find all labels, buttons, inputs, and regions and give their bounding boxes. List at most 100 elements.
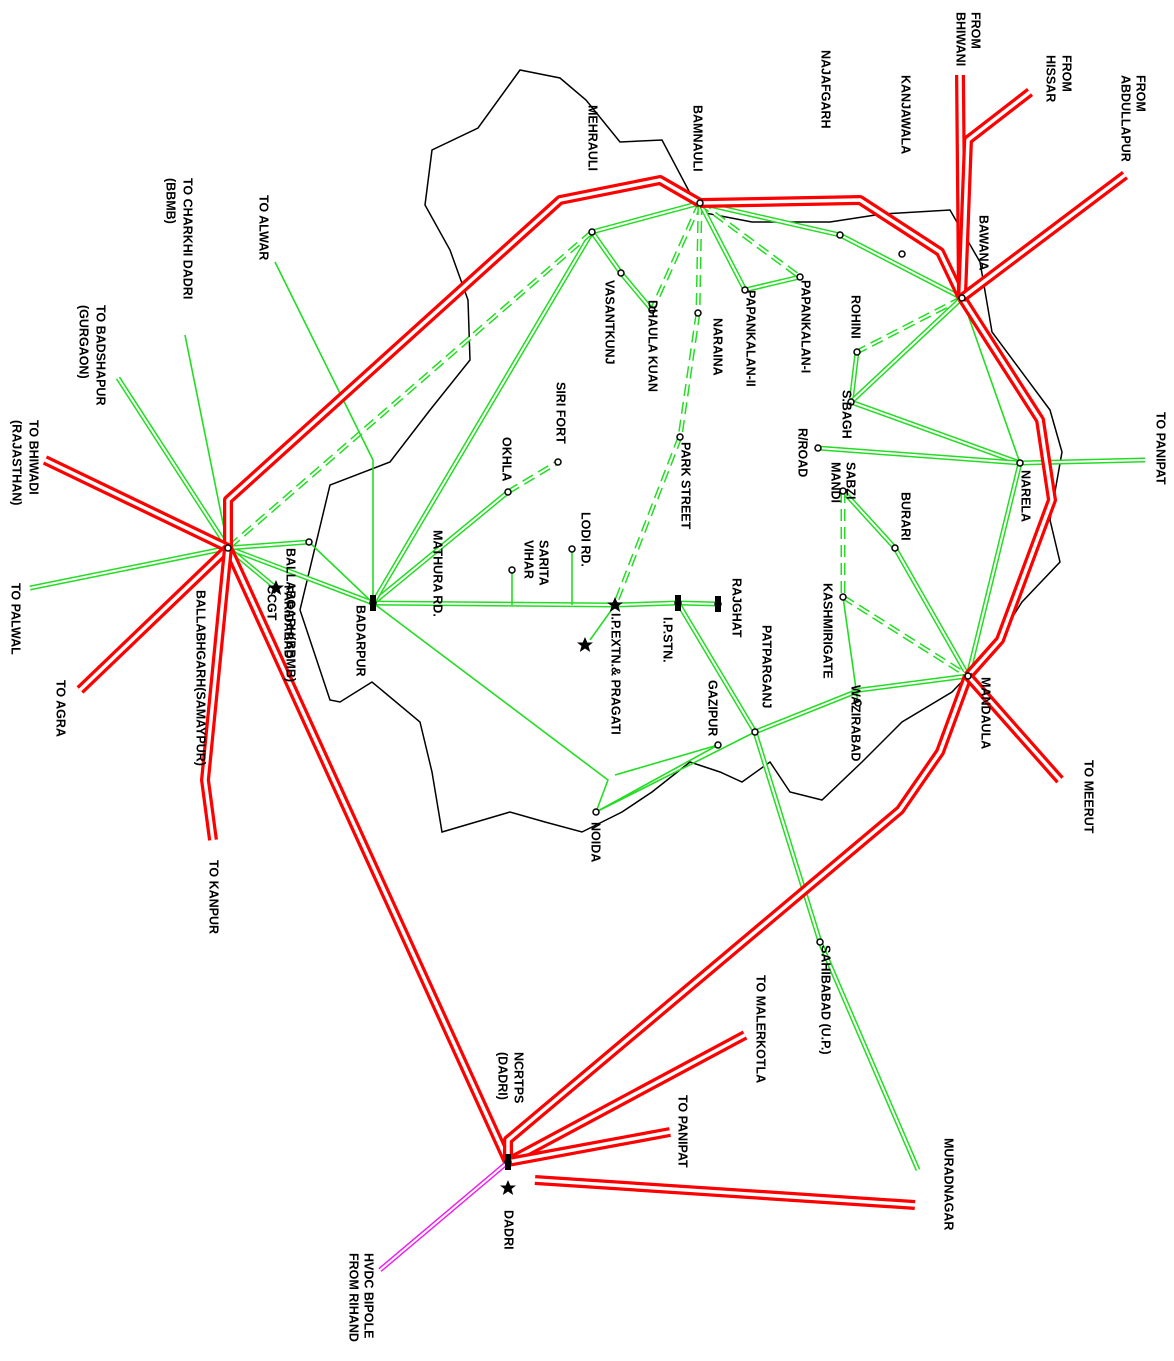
station-label: PATPARGANJ xyxy=(760,625,774,708)
substation xyxy=(892,545,898,551)
transmission-line xyxy=(508,462,558,492)
transmission-line xyxy=(680,313,698,437)
transmission-line xyxy=(820,942,918,1170)
substation xyxy=(593,809,599,815)
station-label: GAZIPUR xyxy=(706,680,720,736)
station-label: NARAINA xyxy=(711,318,725,376)
station-block xyxy=(370,595,376,611)
transmission-line xyxy=(228,180,700,548)
transmission-line xyxy=(745,277,800,290)
transmission-line xyxy=(592,203,700,232)
station-label: (GURGAON) xyxy=(77,305,91,379)
station-label: TO AGRA xyxy=(54,680,68,737)
station-label: PARK STREET xyxy=(679,442,693,530)
substation xyxy=(225,545,231,551)
station-label: MANDI xyxy=(829,462,843,503)
generating-station xyxy=(500,1180,516,1195)
station-label: KANJAWALA xyxy=(899,75,913,154)
transmission-line xyxy=(228,180,700,548)
station-label: ROHINI xyxy=(849,295,863,339)
station-label: MATHURA RD. xyxy=(431,530,445,617)
substation xyxy=(837,232,843,238)
station-label: (BBMB) xyxy=(164,178,178,224)
transmission-line xyxy=(615,745,718,775)
station-label: BAMNAULI xyxy=(691,105,705,172)
station-block xyxy=(505,1154,511,1170)
substation xyxy=(840,594,846,600)
transmission-line xyxy=(535,1180,915,1205)
station-label: SAHIBABAD (U.P.) xyxy=(819,945,833,1055)
station-label: VIHAR xyxy=(522,540,536,579)
substation xyxy=(697,200,703,206)
station-label: VASANTKUNJ xyxy=(603,280,617,365)
transmission-line xyxy=(592,232,621,273)
transmission-line xyxy=(508,676,968,1162)
station-label: PAPANKALAN-I xyxy=(799,280,813,373)
transmission-line xyxy=(596,745,718,812)
grid-map: FROMBHIWANIFROMHISSARFROMABDULLAPURNAJAF… xyxy=(0,0,1174,1361)
substation xyxy=(1017,460,1023,466)
station-label: FROM xyxy=(1060,55,1074,92)
station-label: TO KANPUR xyxy=(207,860,221,934)
station-label: I.P.EXTN.& PRAGATI xyxy=(609,613,623,735)
transmission-line xyxy=(843,491,895,548)
transmission-line xyxy=(615,437,680,605)
station-label: TO BHIWADI xyxy=(27,420,41,495)
substation xyxy=(752,729,758,735)
station-block xyxy=(675,595,681,611)
station-label: HISSAR xyxy=(1044,55,1058,102)
station-label: S.BAGH xyxy=(840,390,854,439)
transmission-line xyxy=(851,298,962,402)
substation xyxy=(899,251,905,257)
transmission-line xyxy=(596,732,755,812)
substation xyxy=(965,673,971,679)
station-label: BALLABHGARH(SAMAYPUR) xyxy=(194,590,208,766)
transmission-line xyxy=(962,298,1052,676)
station-label: MEHRAULI xyxy=(586,105,600,171)
station-label: SIRI FORT xyxy=(554,382,568,444)
station-label: DADRI xyxy=(502,1210,516,1250)
station-label: BURARI xyxy=(899,492,913,541)
substation xyxy=(715,742,721,748)
station-label: I.P.STN. xyxy=(661,617,675,663)
substation xyxy=(505,489,511,495)
substation xyxy=(509,567,515,573)
substation xyxy=(555,459,561,465)
station-block xyxy=(715,596,721,612)
station-label: NOIDA xyxy=(589,822,603,862)
station-label: BAWANA xyxy=(977,215,991,271)
station-label: LODI RD. xyxy=(579,512,593,567)
station-label: (DADRI) xyxy=(496,1052,510,1100)
station-label: DHAULA KUAN xyxy=(646,300,660,392)
station-label: FROM RIHAND xyxy=(347,1253,361,1342)
station-label: HVDC BIPOLE xyxy=(362,1253,376,1338)
station-label: KASHMIRIGATE xyxy=(821,583,835,679)
station-label: TO PANIPAT xyxy=(1154,412,1168,485)
substation xyxy=(677,434,683,440)
station-label: RAJGHAT xyxy=(730,578,744,638)
station-label: OKHLA xyxy=(500,437,514,481)
transmission-line xyxy=(373,603,608,812)
station-label: R/ROAD xyxy=(796,428,810,477)
station-label: FROM xyxy=(1134,75,1148,112)
station-label: TO CHARKHI DADRI xyxy=(181,178,195,299)
transmission-line xyxy=(652,203,700,310)
station-label: NARELA xyxy=(1019,470,1033,522)
transmission-line xyxy=(678,603,718,604)
transmission-line xyxy=(309,542,373,603)
transmission-line xyxy=(843,597,968,676)
station-label: NAJAFGARH xyxy=(819,50,833,128)
transmission-line xyxy=(380,1162,508,1270)
station-label: CCGT xyxy=(265,585,279,621)
substation xyxy=(959,295,965,301)
station-label: TO ALWAR xyxy=(257,195,271,260)
station-label: SARITA xyxy=(537,540,551,586)
station-label: ABDULLAPUR xyxy=(1119,75,1133,162)
substation xyxy=(854,349,860,355)
station-label: TO BADSHAPUR xyxy=(94,305,108,405)
station-label: TO MEERUT xyxy=(1082,760,1096,834)
substation xyxy=(589,229,595,235)
station-label: BADARPUR xyxy=(354,605,368,677)
station-label: SABZI xyxy=(844,462,858,500)
station-label: PAPANKALAN-II xyxy=(744,290,758,387)
